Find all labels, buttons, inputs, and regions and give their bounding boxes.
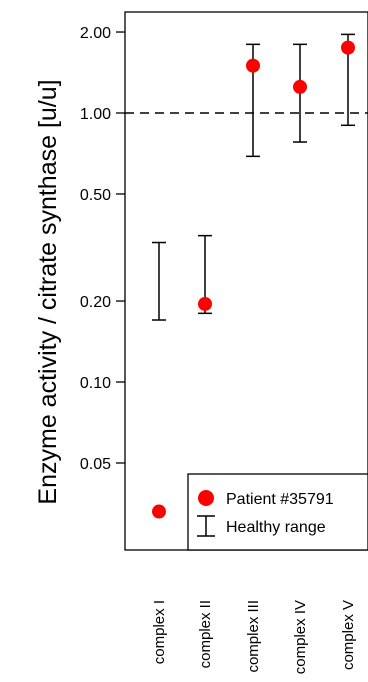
y-tick-label: 0.20 (80, 294, 111, 311)
y-tick-label: 0.10 (80, 375, 111, 392)
patient-point (293, 79, 307, 94)
x-tick-label: complex II (197, 600, 214, 668)
y-tick-label: 1.00 (80, 106, 111, 123)
y-tick-label: 2.00 (80, 25, 111, 42)
legend-patient-label: Patient #35791 (226, 491, 334, 508)
axes: 0.05 0.10 0.20 0.50 1.00 2.00 (80, 11, 368, 551)
patient-point (152, 504, 166, 519)
x-tick-labels: complex I complex II complex III complex IV… (151, 600, 357, 674)
legend-range-label: Healthy range (226, 519, 326, 536)
x-tick-label: complex I (151, 600, 168, 664)
legend-box (187, 473, 368, 551)
legend-patient-marker (198, 490, 214, 506)
y-tick-label: 0.05 (80, 456, 111, 473)
legend-range-marker (197, 515, 215, 537)
healthy-range-group (152, 33, 355, 321)
patient-point (341, 40, 355, 55)
x-tick-label: complex III (245, 600, 262, 673)
plot-frame (124, 11, 368, 551)
y-axis-label: Enzyme activity / citrate synthase [u/u] (34, 79, 62, 504)
patient-point (198, 296, 212, 311)
patient-point (246, 58, 260, 73)
patient-points-group (152, 40, 355, 519)
x-tick-label: complex V (340, 600, 357, 670)
x-tick-label: complex IV (292, 600, 309, 674)
healthy-range-bar (152, 241, 166, 321)
legend: Patient #35791 Healthy range (187, 473, 368, 551)
y-tick-label: 0.50 (80, 187, 111, 204)
